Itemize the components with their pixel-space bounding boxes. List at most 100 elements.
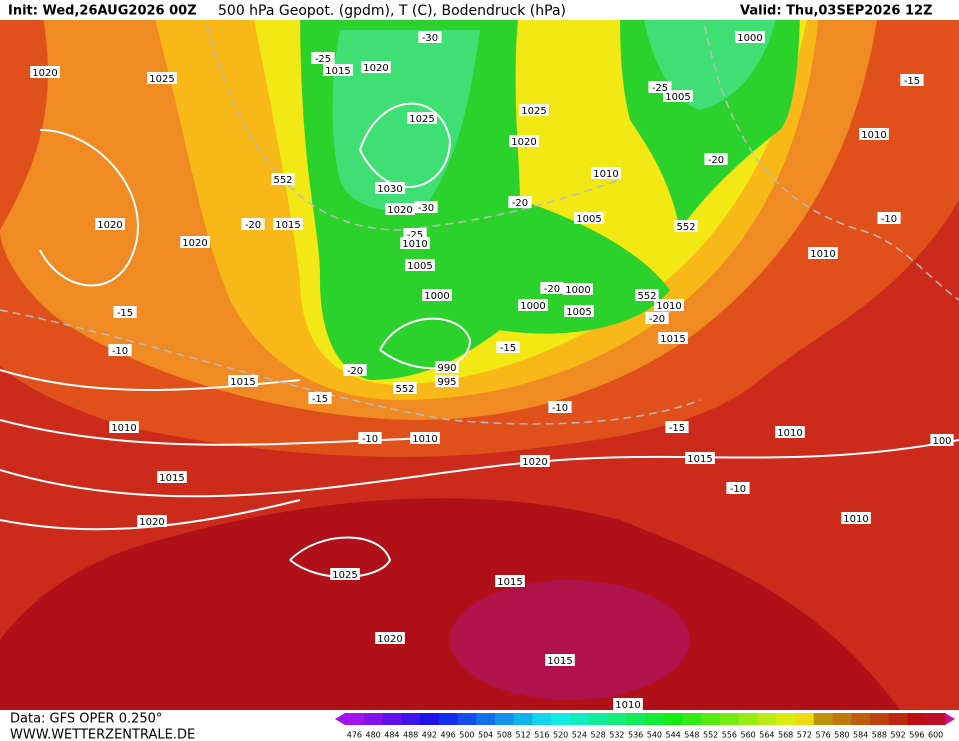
label-box xyxy=(520,455,550,467)
map-label: 1010 xyxy=(861,130,886,141)
header-band xyxy=(0,0,959,20)
scale-swatch xyxy=(420,713,440,725)
scale-swatch xyxy=(645,713,665,725)
map-label: 1020 xyxy=(511,137,536,148)
label-box xyxy=(385,203,415,215)
scale-label: 588 xyxy=(872,731,887,740)
map-label: 1020 xyxy=(522,457,547,468)
map-label: 1010 xyxy=(412,434,437,445)
map-label: 1030 xyxy=(377,184,402,195)
scale-label: 556 xyxy=(722,731,737,740)
scale-label: 532 xyxy=(609,731,624,740)
scale-label: 576 xyxy=(815,731,830,740)
label-box xyxy=(735,31,765,43)
map-label: -10 xyxy=(881,214,897,225)
map-label: 1025 xyxy=(521,106,546,117)
map-label: -15 xyxy=(904,76,920,87)
scale-swatch xyxy=(870,713,890,725)
label-box xyxy=(422,289,452,301)
label-box xyxy=(418,31,442,43)
scale-label: 560 xyxy=(740,731,755,740)
map-label: 1015 xyxy=(325,66,350,77)
map-label: 1020 xyxy=(32,68,57,79)
label-box xyxy=(308,392,332,404)
map-label: 1020 xyxy=(182,238,207,249)
map-label: 100 xyxy=(932,436,951,447)
scale-swatch xyxy=(682,713,702,725)
scale-swatch xyxy=(663,713,683,725)
scale-label: 516 xyxy=(534,731,549,740)
map-label: 1020 xyxy=(377,634,402,645)
label-box xyxy=(509,135,539,147)
scale-label: 584 xyxy=(853,731,868,740)
label-box xyxy=(548,401,572,413)
map-label: -25 xyxy=(652,83,668,94)
map-title: 500 hPa Geopot. (gpdm), T (C), Bodendruc… xyxy=(218,3,566,19)
label-box xyxy=(648,81,672,93)
label-box xyxy=(518,299,548,311)
scale-swatch xyxy=(851,713,871,725)
scale-swatch xyxy=(926,713,946,725)
valid-time: Valid: Thu,03SEP2026 12Z xyxy=(740,4,932,19)
map-label: -10 xyxy=(362,434,378,445)
label-box xyxy=(495,575,525,587)
map-background xyxy=(0,0,959,710)
init-time: Init: Wed,26AUG2026 00Z xyxy=(8,4,197,19)
scale-label: 500 xyxy=(459,731,474,740)
map-label: 1020 xyxy=(387,205,412,216)
label-box xyxy=(414,201,438,213)
map-label: 552 xyxy=(273,175,292,186)
map-label: -15 xyxy=(500,343,516,354)
map-label: 1020 xyxy=(363,63,388,74)
map-label: 995 xyxy=(437,377,456,388)
scale-swatch xyxy=(701,713,721,725)
label-box xyxy=(508,196,532,208)
map-label: -15 xyxy=(117,308,133,319)
label-box xyxy=(358,432,382,444)
scale-swatch xyxy=(795,713,815,725)
label-box xyxy=(900,74,924,86)
map-label: -15 xyxy=(312,394,328,405)
scale-arrow-left xyxy=(335,713,345,725)
label-box xyxy=(685,452,715,464)
map-label: -20 xyxy=(347,366,363,377)
map-label: -25 xyxy=(315,54,331,65)
scale-swatch xyxy=(832,713,852,725)
scale-label: 524 xyxy=(572,731,587,740)
label-box xyxy=(545,654,575,666)
map-label: 1000 xyxy=(565,285,590,296)
color-scale: 476 480 484 488 492 496 500 504 508 512 516 520 524 5… xyxy=(335,713,955,740)
label-box xyxy=(435,375,459,387)
label-box xyxy=(519,104,549,116)
map-label: 1015 xyxy=(660,334,685,345)
label-box xyxy=(665,421,689,433)
scale-swatch xyxy=(776,713,796,725)
website: WWW.WETTERZENTRALE.DE xyxy=(10,728,195,741)
map-label: 552 xyxy=(676,222,695,233)
scale-label: 600 xyxy=(928,731,943,740)
label-box xyxy=(393,382,417,394)
label-box xyxy=(400,237,430,249)
map-label: 1010 xyxy=(656,301,681,312)
label-box xyxy=(435,361,459,373)
scale-swatch xyxy=(457,713,477,725)
scale-label: 496 xyxy=(440,731,455,740)
label-box xyxy=(658,332,688,344)
label-box xyxy=(563,283,593,295)
label-box xyxy=(877,212,901,224)
scale-label: 504 xyxy=(478,731,493,740)
map-label: 1010 xyxy=(843,514,868,525)
label-box xyxy=(30,66,60,78)
label-box xyxy=(859,128,889,140)
map-label: 1010 xyxy=(593,169,618,180)
label-box xyxy=(241,218,265,230)
scale-swatch xyxy=(813,713,833,725)
map-label: 552 xyxy=(637,291,656,302)
map-label: 1015 xyxy=(275,220,300,231)
label-box xyxy=(405,259,435,271)
scale-swatch xyxy=(738,713,758,725)
map-label: 1015 xyxy=(497,577,522,588)
scale-label: 484 xyxy=(384,731,399,740)
map-label: 1025 xyxy=(149,74,174,85)
